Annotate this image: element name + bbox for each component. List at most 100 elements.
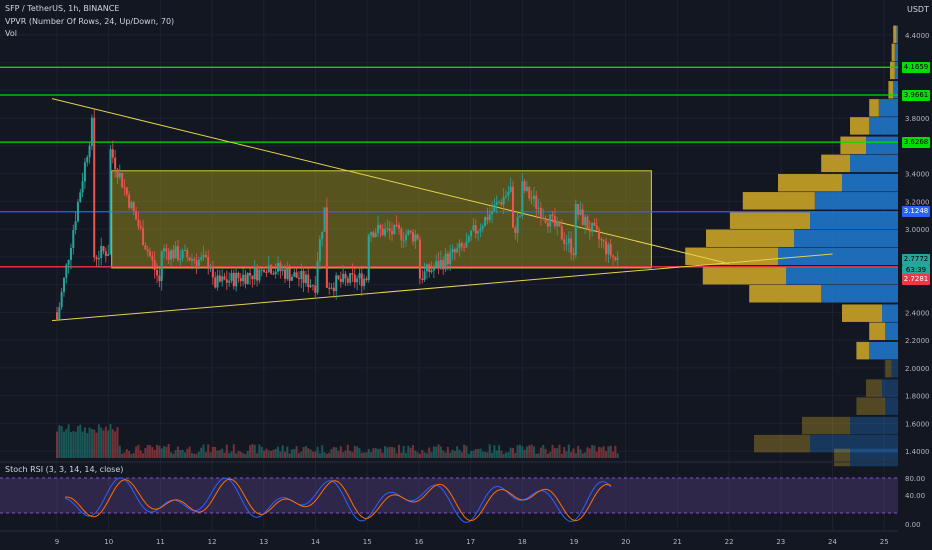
vpvr-row-down bbox=[850, 117, 870, 135]
stoch-level-label: 40.00 bbox=[905, 492, 925, 500]
vpvr-row-down bbox=[702, 266, 786, 285]
candle-body bbox=[335, 275, 338, 292]
candle-body bbox=[116, 169, 119, 178]
candle-body bbox=[563, 239, 566, 244]
volume-bar bbox=[195, 453, 198, 458]
volume-bar bbox=[511, 447, 514, 458]
candle-body bbox=[428, 264, 431, 273]
candle-body bbox=[346, 278, 349, 283]
volume-bar bbox=[467, 453, 470, 458]
candle-body bbox=[421, 278, 424, 280]
volume-bar bbox=[402, 445, 405, 458]
volume-bar bbox=[535, 453, 538, 458]
candle-body bbox=[318, 238, 321, 262]
volume-bar bbox=[614, 445, 617, 458]
candle-body bbox=[58, 307, 61, 320]
candle-body bbox=[176, 246, 179, 260]
volume-bar bbox=[391, 446, 394, 458]
volume-bar bbox=[121, 453, 124, 458]
candle-body bbox=[395, 224, 398, 226]
candle-body bbox=[270, 265, 273, 274]
trend-lines[interactable] bbox=[51, 98, 833, 322]
candle-body bbox=[537, 207, 540, 209]
volume-bar bbox=[211, 446, 214, 458]
vpvr-row-up bbox=[894, 43, 898, 62]
volume-bar bbox=[423, 452, 426, 458]
volume-bar bbox=[93, 429, 96, 458]
candle-body bbox=[204, 255, 207, 258]
candle-body bbox=[232, 272, 235, 287]
range-box[interactable] bbox=[111, 170, 652, 269]
volume-bar bbox=[246, 450, 249, 458]
volume-bar bbox=[167, 444, 170, 458]
volume-bar bbox=[107, 430, 110, 458]
volume-bar bbox=[200, 447, 203, 458]
volume-bar bbox=[600, 447, 603, 458]
volume-bar bbox=[521, 446, 524, 458]
volume-bar bbox=[172, 453, 175, 458]
volume-bar bbox=[346, 444, 349, 458]
candle-body bbox=[458, 243, 461, 249]
candle-body bbox=[614, 256, 617, 260]
candle-body bbox=[500, 202, 503, 205]
volume-bar bbox=[588, 448, 591, 458]
candle-body bbox=[432, 267, 435, 271]
candle-body bbox=[400, 228, 403, 241]
volume-bar bbox=[444, 452, 447, 458]
candle-body bbox=[121, 172, 124, 188]
candle-body bbox=[263, 269, 266, 272]
candle-body bbox=[381, 228, 384, 236]
candle-body bbox=[321, 231, 324, 239]
volume-bar bbox=[395, 453, 398, 458]
volume-bar bbox=[325, 453, 328, 458]
candle-body bbox=[342, 273, 345, 282]
candle-body bbox=[218, 275, 221, 282]
candle-body bbox=[202, 255, 205, 257]
volume-bar bbox=[290, 449, 293, 458]
volume-bar bbox=[377, 448, 380, 458]
volume-bar bbox=[237, 450, 240, 458]
vpvr-row-down bbox=[842, 304, 882, 322]
vpvr-legend: VPVR (Number Of Rows, 24, Up/Down, 70) bbox=[5, 17, 175, 26]
volume-bar bbox=[365, 452, 368, 458]
volume-bar bbox=[472, 450, 475, 458]
volume-bar bbox=[76, 426, 79, 458]
vpvr-row-down bbox=[856, 341, 870, 360]
volume-bar bbox=[169, 452, 172, 458]
volume-bar bbox=[56, 431, 58, 458]
volume-bar bbox=[488, 444, 491, 458]
volume-bar bbox=[563, 447, 566, 458]
volume-bar bbox=[174, 450, 177, 458]
candle-body bbox=[139, 226, 142, 229]
volume-bar bbox=[235, 453, 238, 458]
volume-bar bbox=[605, 451, 608, 458]
candle-body bbox=[521, 181, 524, 216]
volume-bar bbox=[202, 444, 205, 458]
price-tick-label: 4.4000 bbox=[905, 32, 930, 40]
time-tick-label: 19 bbox=[570, 538, 579, 546]
candle-body bbox=[265, 271, 268, 273]
volume-bar bbox=[279, 451, 282, 458]
volume-bar bbox=[239, 451, 242, 458]
volume-bar bbox=[537, 453, 540, 458]
candle-body bbox=[574, 204, 577, 256]
volume-bar bbox=[481, 451, 484, 458]
volume-bar bbox=[197, 451, 200, 458]
candle-body bbox=[93, 117, 96, 258]
candle-body bbox=[484, 217, 487, 227]
candle-body bbox=[363, 278, 366, 287]
volume-bar bbox=[272, 449, 275, 458]
volume-bar bbox=[442, 450, 445, 458]
volume-bar bbox=[558, 444, 561, 458]
candle-body bbox=[442, 259, 445, 270]
volume-bar bbox=[337, 450, 340, 458]
candle-body bbox=[598, 229, 601, 240]
candle-body bbox=[249, 272, 252, 276]
candle-body bbox=[235, 272, 238, 287]
volume-bar bbox=[367, 449, 370, 458]
candle-body bbox=[328, 287, 331, 289]
candle-body bbox=[149, 251, 152, 257]
volume-bar bbox=[342, 452, 345, 458]
horizontal-levels[interactable] bbox=[0, 66, 898, 268]
